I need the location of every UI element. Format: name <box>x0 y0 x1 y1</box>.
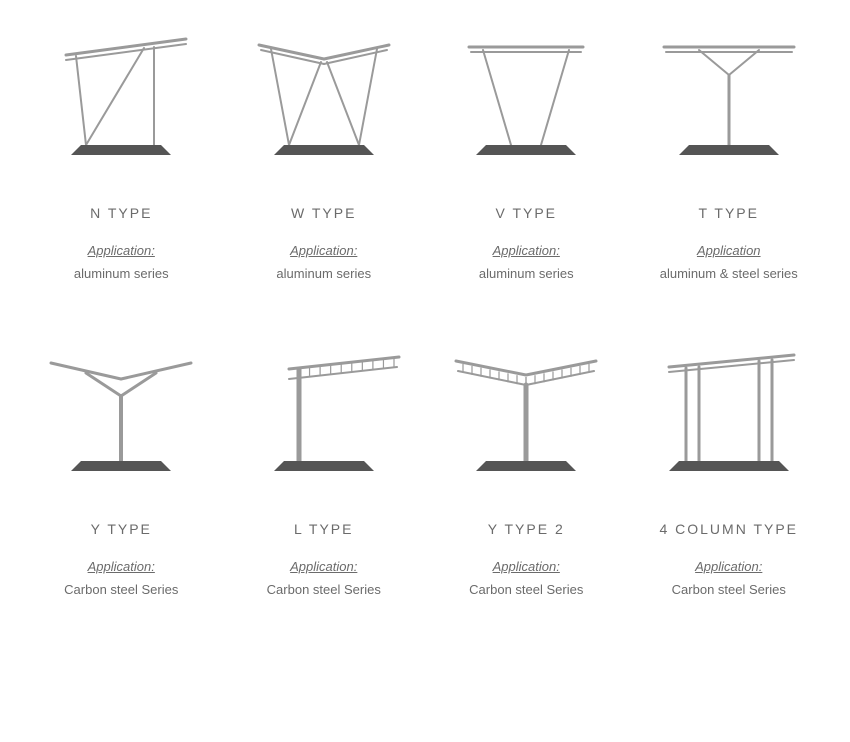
drawing-y <box>36 341 206 491</box>
application-value: aluminum & steel series <box>660 266 798 281</box>
type-card-v: V TYPE Application: aluminum series <box>435 25 618 281</box>
application-label: Application: <box>290 559 357 574</box>
drawing-w <box>239 25 409 175</box>
application-label: Application: <box>493 243 560 258</box>
type-title: W TYPE <box>291 205 356 221</box>
application-value: Carbon steel Series <box>469 582 583 597</box>
type-card-w: W TYPE Application: aluminum series <box>233 25 416 281</box>
application-value: Carbon steel Series <box>267 582 381 597</box>
type-title: N TYPE <box>90 205 152 221</box>
type-card-y2: Y TYPE 2 Application: Carbon steel Series <box>435 341 618 597</box>
application-label: Application: <box>695 559 762 574</box>
type-title: Y TYPE 2 <box>488 521 565 537</box>
application-label: Application: <box>88 243 155 258</box>
application-label: Application: <box>290 243 357 258</box>
application-value: aluminum series <box>479 266 574 281</box>
type-title: 4 COLUMN TYPE <box>659 521 798 537</box>
application-value: Carbon steel Series <box>672 582 786 597</box>
type-card-n: N TYPE Application: aluminum series <box>30 25 213 281</box>
application-label: Application <box>697 243 761 258</box>
application-value: aluminum series <box>74 266 169 281</box>
drawing-v <box>441 25 611 175</box>
type-card-4col: 4 COLUMN TYPE Application: Carbon steel Se… <box>638 341 821 597</box>
drawing-t <box>644 25 814 175</box>
drawing-y2 <box>441 341 611 491</box>
type-title: L TYPE <box>294 521 353 537</box>
application-label: Application: <box>88 559 155 574</box>
drawing-n <box>36 25 206 175</box>
application-value: Carbon steel Series <box>64 582 178 597</box>
type-title: V TYPE <box>495 205 557 221</box>
type-card-l: L TYPE Application: Carbon steel Series <box>233 341 416 597</box>
drawing-4col <box>644 341 814 491</box>
type-card-t: T TYPE Application aluminum & steel series <box>638 25 821 281</box>
type-title: Y TYPE <box>91 521 152 537</box>
application-label: Application: <box>493 559 560 574</box>
type-title: T TYPE <box>698 205 759 221</box>
drawing-l <box>239 341 409 491</box>
type-card-y: Y TYPE Application: Carbon steel Series <box>30 341 213 597</box>
application-value: aluminum series <box>276 266 371 281</box>
